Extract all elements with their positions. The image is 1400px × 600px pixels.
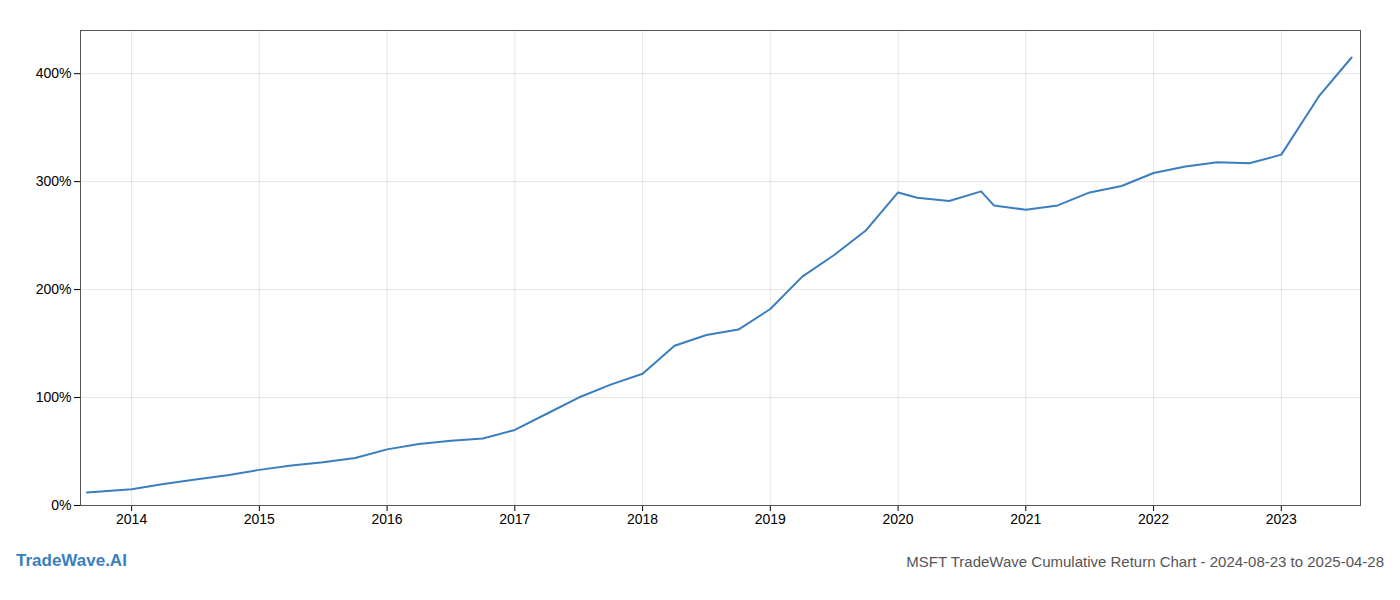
svg-text:200%: 200%	[36, 281, 72, 297]
html-text:TradeWave.AI: TradeWave.AI	[16, 551, 127, 570]
svg-text:400%: 400%	[36, 65, 72, 81]
svg-text:2020: 2020	[882, 511, 913, 527]
svg-text:2018: 2018	[627, 511, 658, 527]
svg-text:2017: 2017	[499, 511, 530, 527]
svg-text:2019: 2019	[755, 511, 786, 527]
svg-text:300%: 300%	[36, 173, 72, 189]
svg-text:2014: 2014	[116, 511, 147, 527]
html-text:MSFT TradeWave Cumulative Retu: MSFT TradeWave Cumulative Return Chart -…	[906, 552, 1384, 570]
svg-text:100%: 100%	[36, 389, 72, 405]
svg-text:2015: 2015	[244, 511, 275, 527]
svg-text:2022: 2022	[1138, 511, 1169, 527]
svg-text:0%: 0%	[51, 497, 71, 513]
svg-text:2023: 2023	[1266, 511, 1297, 527]
svg-text:2016: 2016	[372, 511, 403, 527]
svg-text:2021: 2021	[1010, 511, 1041, 527]
